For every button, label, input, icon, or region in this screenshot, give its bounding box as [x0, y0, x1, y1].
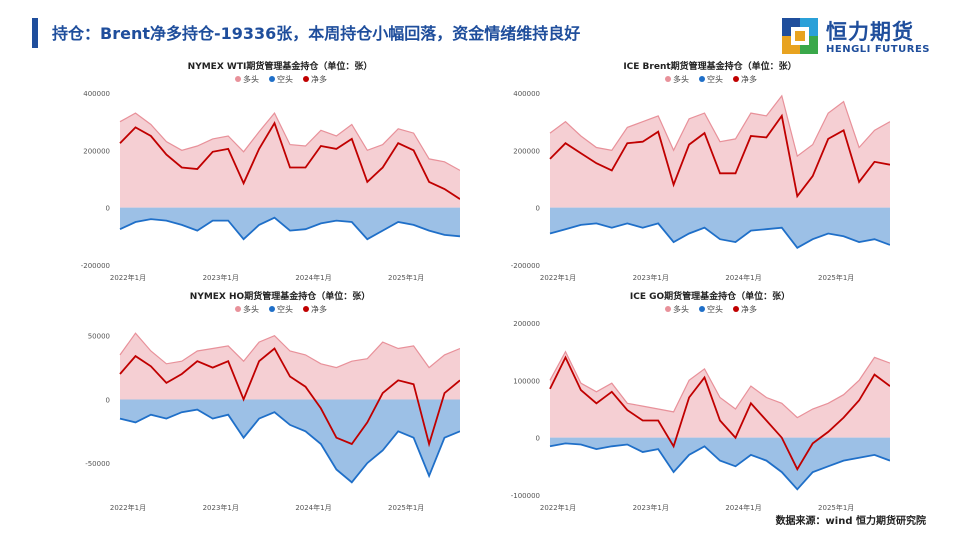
legend-label-short: 空头: [277, 74, 293, 84]
company-logo: 恒力期货 HENGLI FUTURES: [782, 16, 942, 64]
y-tick-label: -200000: [511, 262, 540, 270]
legend-label-short: 空头: [707, 304, 723, 314]
chart-title: ICE GO期货管理基金持仓（单位：张）: [630, 290, 790, 302]
long-series-line: [119, 112, 460, 171]
short-series-line: [549, 222, 890, 249]
x-tick-label: 2023年1月: [633, 273, 669, 282]
legend-marker-long: [665, 306, 671, 312]
x-tick-label: 2024年1月: [725, 503, 761, 512]
chart-svg: ICE GO期货管理基金持仓（单位：张） 多头 空头 净多 200000 100000 0 -…: [511, 290, 890, 512]
legend-label-net: 净多: [311, 304, 327, 314]
long-area: [550, 95, 890, 208]
net-series-line: [119, 120, 460, 200]
y-tick-label: 0: [106, 396, 110, 404]
y-tick-label: 50000: [88, 333, 110, 341]
short-area: [120, 399, 460, 483]
y-tick-label: -100000: [511, 492, 540, 500]
page-title: 持仓：Brent净多持仓-19336张，本周持仓小幅回落，资金情绪维持良好: [52, 24, 581, 43]
x-tick-label: 2024年1月: [725, 273, 761, 282]
legend-label-long: 多头: [243, 304, 259, 314]
y-tick-label: 0: [106, 205, 110, 213]
x-tick-label: 2025年1月: [818, 503, 854, 512]
x-tick-label: 2022年1月: [110, 273, 146, 282]
legend-label-net: 净多: [741, 304, 757, 314]
x-tick-label: 2024年1月: [295, 273, 331, 282]
long-series-line: [549, 94, 890, 158]
legend-marker-short: [269, 76, 275, 82]
legend-marker-long: [235, 76, 241, 82]
long-series-line: [549, 350, 890, 419]
x-tick-label: 2022年1月: [110, 503, 146, 512]
y-tick-label: 200000: [513, 320, 540, 328]
x-tick-label: 2023年1月: [633, 503, 669, 512]
legend-marker-long: [235, 306, 241, 312]
legend-marker-net: [303, 306, 309, 312]
chart-title: ICE Brent期货管理基金持仓（单位：张）: [623, 60, 796, 72]
y-tick-label: 0: [536, 205, 540, 213]
title-accent-bar: [32, 18, 38, 48]
y-tick-label: 400000: [513, 90, 540, 98]
chart-wti: NYMEX WTI期货管理基金持仓（单位：张） 多头 空头 净多 400000 20000…: [40, 55, 460, 285]
chart-go: ICE GO期货管理基金持仓（单位：张） 多头 空头 净多 200000 100000 0 -…: [470, 285, 890, 515]
x-tick-label: 2023年1月: [203, 273, 239, 282]
chart-title: NYMEX HO期货管理基金持仓（单位：张）: [190, 290, 370, 302]
x-tick-label: 2024年1月: [295, 503, 331, 512]
y-tick-label: 200000: [513, 147, 540, 155]
net-series-line: [549, 355, 890, 472]
chart-svg: NYMEX WTI期货管理基金持仓（单位：张） 多头 空头 净多 400000 20000…: [81, 60, 460, 282]
chart-title: NYMEX WTI期货管理基金持仓（单位：张）: [188, 60, 373, 72]
short-area: [550, 437, 890, 490]
x-tick-label: 2025年1月: [818, 273, 854, 282]
short-area: [550, 207, 890, 248]
y-tick-label: -200000: [81, 262, 110, 270]
chart-brent: ICE Brent期货管理基金持仓（单位：张） 多头 空头 净多 400000 20000…: [470, 55, 890, 285]
legend-marker-short: [269, 306, 275, 312]
short-series-line: [119, 216, 460, 241]
short-series-line: [549, 442, 890, 491]
y-tick-label: 0: [536, 435, 540, 443]
y-tick-label: 200000: [83, 147, 110, 155]
logo-name-cn: 恒力期货: [826, 20, 914, 44]
legend-marker-long: [665, 76, 671, 82]
long-series-line: [119, 332, 460, 369]
legend-marker-net: [733, 306, 739, 312]
short-area: [120, 207, 460, 240]
x-tick-label: 2025年1月: [388, 503, 424, 512]
legend-label-short: 空头: [707, 74, 723, 84]
logo-name-en: HENGLI FUTURES: [826, 44, 930, 55]
y-tick-label: 100000: [513, 377, 540, 385]
chart-ho: NYMEX HO期货管理基金持仓（单位：张） 多头 空头 净多 50000 0 -50000…: [40, 285, 460, 515]
data-source-note: 数据来源：wind 恒力期货研究院: [775, 516, 926, 527]
x-tick-label: 2022年1月: [540, 503, 576, 512]
legend-label-long: 多头: [243, 74, 259, 84]
legend-label-net: 净多: [741, 74, 757, 84]
long-area: [550, 351, 890, 438]
legend-marker-net: [733, 76, 739, 82]
net-series-line: [119, 347, 460, 448]
chart-svg: ICE Brent期货管理基金持仓（单位：张） 多头 空头 净多 400000 20000…: [511, 60, 890, 282]
legend-label-net: 净多: [311, 74, 327, 84]
legend-label-short: 空头: [277, 304, 293, 314]
y-tick-label: -50000: [85, 460, 110, 468]
logo-icon: [782, 18, 818, 54]
legend-marker-net: [303, 76, 309, 82]
net-series-line: [549, 113, 890, 199]
legend-label-long: 多头: [673, 74, 689, 84]
x-tick-label: 2022年1月: [540, 273, 576, 282]
legend-marker-short: [699, 76, 705, 82]
long-area: [120, 113, 460, 208]
legend-label-long: 多头: [673, 304, 689, 314]
long-area: [120, 333, 460, 400]
x-tick-label: 2025年1月: [388, 273, 424, 282]
y-tick-label: 400000: [83, 90, 110, 98]
x-tick-label: 2023年1月: [203, 503, 239, 512]
legend-marker-short: [699, 306, 705, 312]
chart-svg: NYMEX HO期货管理基金持仓（单位：张） 多头 空头 净多 50000 0 -50000…: [85, 290, 460, 512]
short-series-line: [119, 408, 460, 484]
